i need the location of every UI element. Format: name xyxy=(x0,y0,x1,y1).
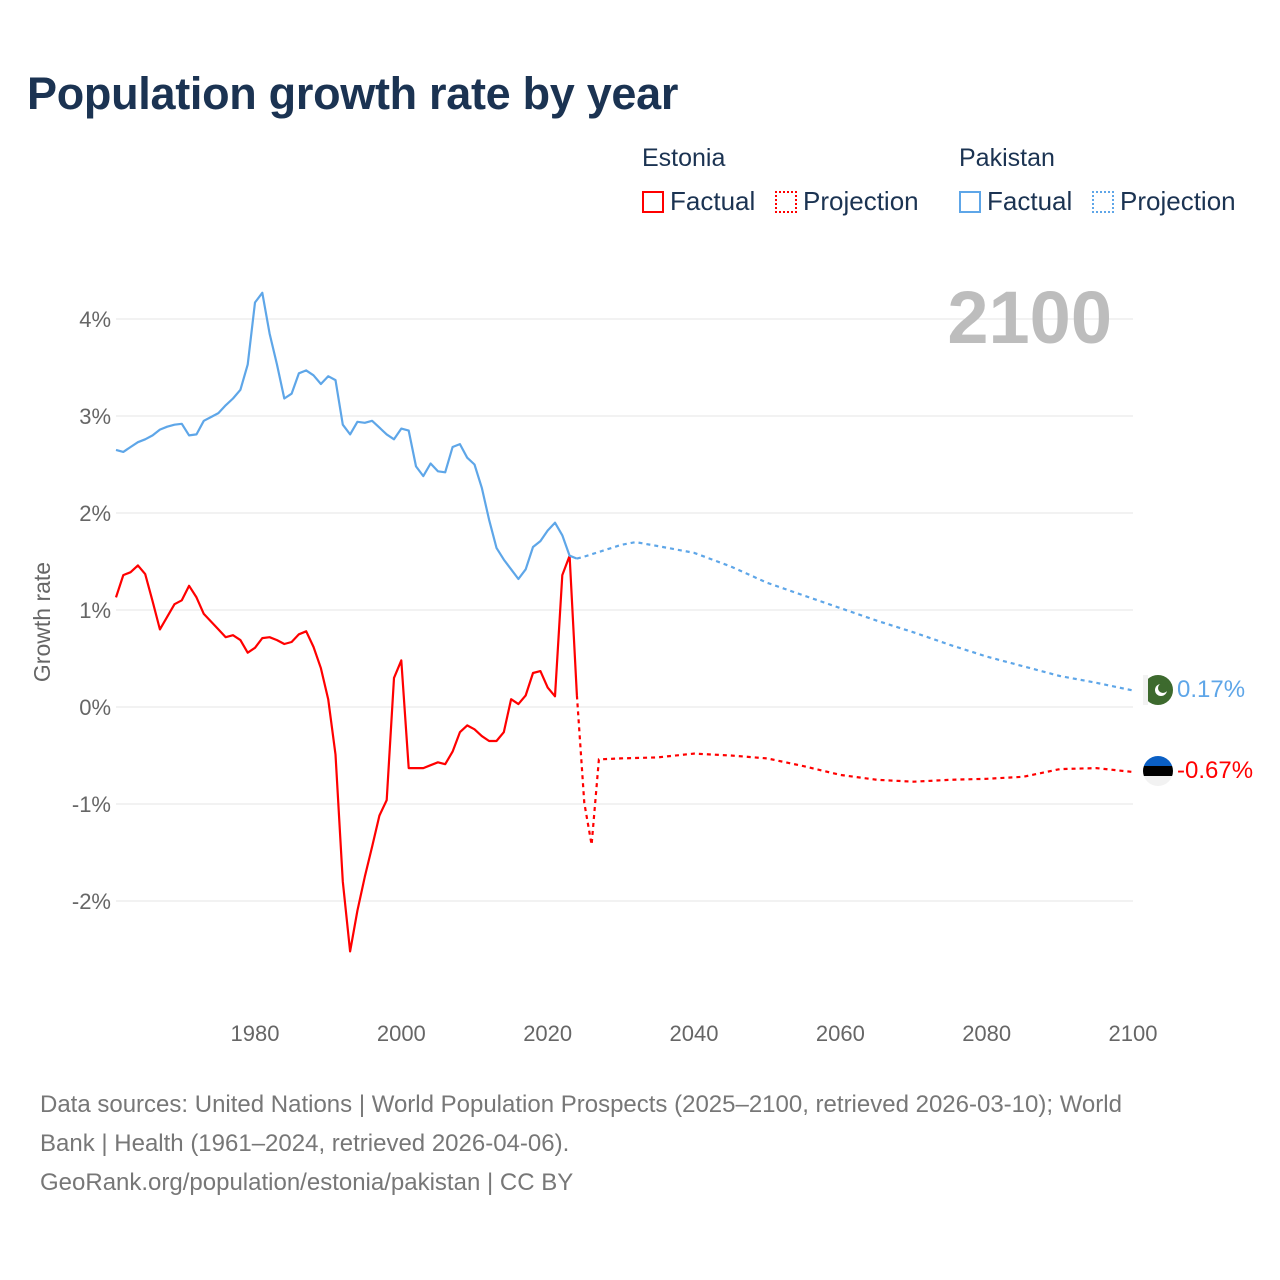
year-label: 2100 xyxy=(947,276,1112,359)
chart-title: Population growth rate by year xyxy=(27,68,679,119)
pakistan-end-label: 0.17% xyxy=(1177,676,1245,703)
legend-label: Factual xyxy=(670,186,756,216)
x-tick-label: 2100 xyxy=(1109,1021,1158,1046)
legend-label: Projection xyxy=(1120,186,1236,216)
legend-swatch-solid-icon xyxy=(642,190,664,213)
x-tick-label: 2040 xyxy=(670,1021,719,1046)
estonia-flag-icon xyxy=(1143,756,1173,786)
legend-swatch-dotted-icon xyxy=(1092,190,1114,213)
legend-swatch-solid-icon xyxy=(959,190,981,213)
x-tick-label: 2020 xyxy=(523,1021,572,1046)
y-tick-label: -1% xyxy=(72,792,111,817)
x-tick-label: 2060 xyxy=(816,1021,865,1046)
legend-estonia-factual[interactable]: Factual xyxy=(642,186,755,217)
legend-label: Factual xyxy=(987,186,1073,216)
y-tick-label: 1% xyxy=(79,598,111,623)
y-tick-label: -2% xyxy=(72,889,111,914)
footer-sources: Data sources: United Nations | World Pop… xyxy=(40,1085,1240,1202)
y-axis-label: Growth rate xyxy=(29,562,55,682)
estonia-end-label: -0.67% xyxy=(1177,757,1253,784)
y-tick-label: 0% xyxy=(79,695,111,720)
y-tick-label: 3% xyxy=(79,404,111,429)
pakistan-projection-line xyxy=(576,540,1134,692)
pakistan-factual-line xyxy=(115,291,578,581)
legend-pakistan-projection[interactable]: Projection xyxy=(1092,186,1236,217)
y-tick-label: 2% xyxy=(79,501,111,526)
footer-line: Bank | Health (1961–2024, retrieved 2026… xyxy=(40,1130,570,1157)
legend-group-pakistan: Pakistan xyxy=(959,144,1055,172)
legend-group-estonia: Estonia xyxy=(642,144,726,172)
x-tick-label: 2080 xyxy=(962,1021,1011,1046)
estonia-projection-line xyxy=(575,695,1134,845)
x-tick-label: 1980 xyxy=(231,1021,280,1046)
y-tick-label: 4% xyxy=(79,307,111,332)
footer-line: Data sources: United Nations | World Pop… xyxy=(40,1091,1122,1118)
legend-swatch-dotted-icon xyxy=(775,190,797,213)
legend-pakistan-factual[interactable]: Factual xyxy=(959,186,1072,217)
legend-label: Projection xyxy=(803,186,919,216)
x-tick-label: 2000 xyxy=(377,1021,426,1046)
footer-link[interactable]: GeoRank.org/population/estonia/pakistan … xyxy=(40,1169,574,1196)
legend-estonia-projection[interactable]: Projection xyxy=(775,186,919,217)
pakistan-flag-icon xyxy=(1143,675,1173,705)
estonia-factual-line xyxy=(114,554,578,953)
